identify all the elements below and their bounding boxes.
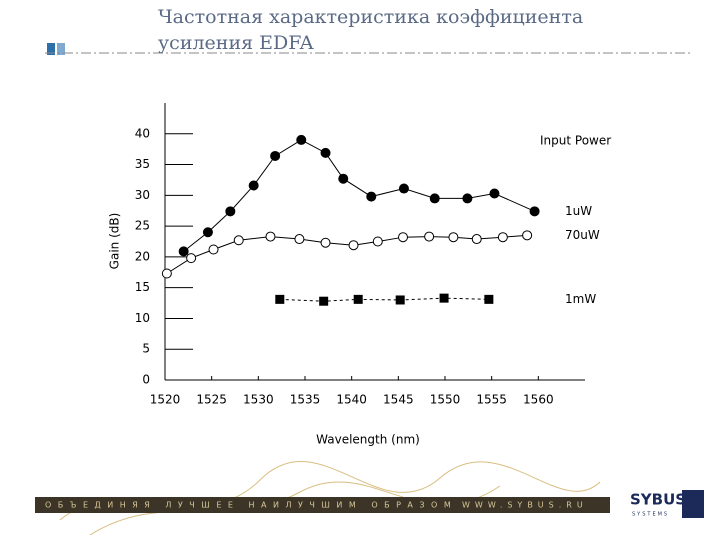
series-line [279, 297, 489, 302]
marker [296, 134, 307, 145]
footer-bar [35, 497, 610, 513]
marker [522, 230, 533, 241]
x-tick-label: 1535 [290, 393, 321, 407]
y-axis-title: Gain (dB) [108, 213, 122, 270]
marker [398, 232, 408, 243]
marker [448, 232, 459, 243]
y-tick-label: 5 [142, 342, 150, 356]
x-tick-label: 1560 [523, 393, 554, 407]
marker [265, 231, 276, 242]
x-tick-label: 1540 [336, 393, 367, 407]
y-tick-label: 10 [135, 311, 150, 325]
marker [233, 235, 244, 246]
marker [320, 237, 331, 248]
marker [462, 193, 473, 204]
marker [366, 191, 377, 202]
y-tick-label: 15 [135, 280, 150, 294]
x-tick-label: 1555 [476, 393, 507, 407]
marker [372, 236, 383, 247]
legend-label: 1uW [565, 204, 592, 218]
x-tick-label: 1530 [243, 393, 274, 407]
y-tick-label: 20 [135, 249, 150, 263]
marker [294, 234, 305, 245]
slide-title: Частотная характеристика коэффициента ус… [158, 6, 584, 54]
marker [429, 193, 440, 204]
footer-slogan: ОБЪЕДИНЯЯ ЛУЧШЕЕ НАИЛУЧШИМ ОБРАЗОМ [45, 501, 457, 510]
logo-sub: SYSTEMS [632, 512, 669, 518]
marker [178, 246, 189, 257]
marker [225, 206, 236, 217]
y-tick-label: 40 [135, 126, 150, 140]
marker [248, 180, 259, 191]
marker [320, 147, 331, 158]
logo-mark [682, 490, 704, 518]
decor [47, 43, 55, 55]
decor [57, 43, 65, 55]
x-tick-label: 1545 [383, 393, 414, 407]
marker [439, 293, 449, 303]
marker [270, 150, 281, 161]
legend-label: 70uW [565, 228, 600, 242]
marker [398, 183, 409, 194]
y-tick-label: 35 [135, 157, 150, 171]
marker [497, 232, 508, 243]
y-tick-label: 0 [142, 373, 150, 387]
marker [353, 294, 363, 304]
marker [489, 188, 500, 199]
x-tick-label: 1520 [150, 393, 181, 407]
marker [529, 206, 540, 217]
legend-title: Input Power [540, 134, 611, 148]
marker [338, 173, 349, 184]
marker [395, 295, 405, 305]
marker [424, 231, 435, 242]
x-axis-title: Wavelength (nm) [316, 433, 420, 447]
x-tick-label: 1550 [430, 393, 461, 407]
footer-url: WWW.SYBUS.RU [462, 501, 588, 510]
x-tick-label: 1525 [196, 393, 227, 407]
marker [484, 294, 494, 304]
series-line [183, 139, 535, 252]
marker [161, 268, 172, 279]
y-tick-label: 25 [135, 219, 150, 233]
marker [348, 240, 359, 251]
y-tick-label: 30 [135, 188, 150, 202]
marker [319, 296, 329, 306]
legend-label: 1mW [565, 292, 596, 306]
logo: SYBUS [630, 491, 686, 509]
marker [208, 244, 219, 255]
marker [186, 253, 197, 264]
marker [275, 294, 285, 304]
marker [471, 234, 482, 245]
marker [202, 227, 213, 238]
